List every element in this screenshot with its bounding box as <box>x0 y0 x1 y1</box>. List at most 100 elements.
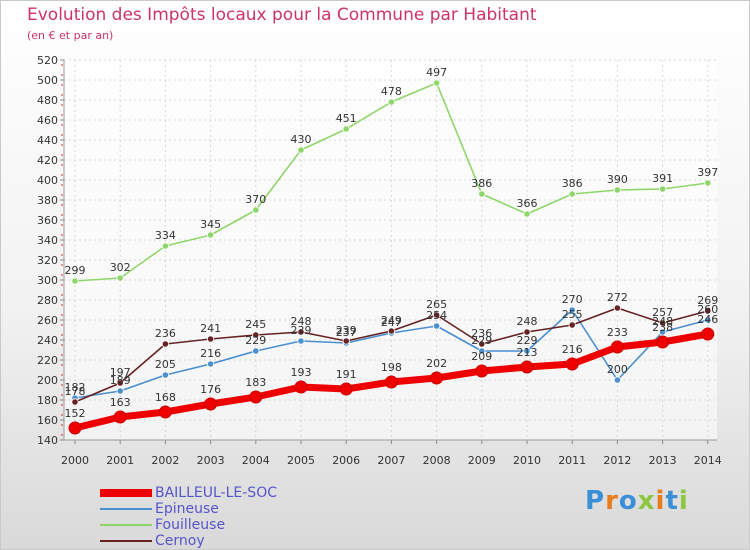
data-point-bailleul-le-soc <box>113 410 127 424</box>
data-point-bailleul-le-soc <box>158 405 172 419</box>
data-label-fouilleuse: 390 <box>607 173 628 186</box>
data-point-bailleul-le-soc <box>249 390 263 404</box>
data-point-epineuse <box>297 337 305 345</box>
proxiti-logo: Proxiti <box>585 486 689 516</box>
y-tick-label: 240 <box>37 334 58 347</box>
x-tick-label: 2012 <box>603 454 631 467</box>
data-label-fouilleuse: 345 <box>200 218 221 231</box>
data-point-epineuse <box>161 371 169 379</box>
data-label-bailleul-le-soc: 209 <box>471 350 492 363</box>
data-point-fouilleuse <box>432 79 441 87</box>
y-tick-label: 460 <box>37 114 58 127</box>
data-label-bailleul-le-soc: 213 <box>517 346 538 359</box>
x-tick-label: 2000 <box>61 454 89 467</box>
logo-letter: P <box>585 486 606 516</box>
data-point-epineuse <box>658 328 667 336</box>
data-point-fouilleuse <box>387 98 395 106</box>
data-point-fouilleuse <box>207 231 215 239</box>
data-label-epineuse: 248 <box>652 315 673 328</box>
data-label-layer: 299 302 334 345 370 430 451 478 497 386 366 386 390 3… <box>65 66 719 420</box>
x-tick-label: 2002 <box>151 454 179 467</box>
data-point-bailleul-le-soc <box>430 371 444 385</box>
data-label-epineuse: 216 <box>200 347 221 360</box>
x-tick-label: 2003 <box>197 454 225 467</box>
grid-layer <box>64 59 717 441</box>
data-label-fouilleuse: 366 <box>517 197 538 210</box>
data-point-bailleul-le-soc <box>520 360 534 374</box>
x-tick-label: 2010 <box>513 454 541 467</box>
data-label-epineuse: 229 <box>245 334 266 347</box>
series-layer <box>68 79 715 435</box>
data-label-cernoy: 249 <box>381 314 402 327</box>
data-label-fouilleuse: 397 <box>697 166 718 179</box>
x-tick-label: 2006 <box>332 454 360 467</box>
legend-swatch-cernoy <box>100 540 152 542</box>
data-point-epineuse <box>704 316 712 324</box>
y-tick-label: 440 <box>37 134 58 147</box>
data-label-bailleul-le-soc: 168 <box>155 391 176 404</box>
data-label-fouilleuse: 478 <box>381 85 402 98</box>
data-label-fouilleuse: 386 <box>471 177 492 190</box>
data-point-epineuse <box>568 306 576 314</box>
data-point-cernoy <box>161 340 169 348</box>
data-point-cernoy <box>116 379 124 387</box>
data-point-epineuse <box>252 347 260 355</box>
x-tick-label: 2008 <box>423 454 451 467</box>
data-label-cernoy: 236 <box>471 327 492 340</box>
y-tick-label: 280 <box>37 294 58 307</box>
data-point-cernoy <box>252 331 260 339</box>
data-label-epineuse: 237 <box>336 326 357 339</box>
data-label-cernoy: 239 <box>336 324 357 337</box>
data-label-epineuse: 229 <box>471 334 492 347</box>
data-point-bailleul-le-soc <box>610 340 624 354</box>
data-point-epineuse <box>116 387 124 395</box>
data-label-epineuse: 260 <box>697 303 718 316</box>
data-label-bailleul-le-soc: 183 <box>245 376 266 389</box>
data-label-epineuse: 200 <box>607 363 628 376</box>
data-point-fouilleuse <box>478 190 486 198</box>
x-tick-label: 2009 <box>468 454 496 467</box>
data-label-bailleul-le-soc: 193 <box>291 366 312 379</box>
logo-letter: r <box>605 486 619 516</box>
data-label-bailleul-le-soc: 152 <box>65 407 86 420</box>
logo-letter: o <box>618 486 638 516</box>
data-label-cernoy: 178 <box>65 385 86 398</box>
data-point-fouilleuse <box>252 206 260 214</box>
data-point-epineuse <box>613 376 622 384</box>
chart-subtitle: (en € et par an) <box>27 29 114 42</box>
data-label-cernoy: 197 <box>110 366 131 379</box>
logo-letter: i <box>678 486 689 516</box>
data-label-bailleul-le-soc: 163 <box>110 396 131 409</box>
axis-layer: 140 160 180 200 220 240 260 280 300 320 340 360 380 4… <box>37 54 722 467</box>
data-point-fouilleuse <box>568 190 576 198</box>
data-label-fouilleuse: 302 <box>110 261 131 274</box>
data-label-cernoy: 236 <box>155 327 176 340</box>
data-label-epineuse: 270 <box>562 293 583 306</box>
data-point-epineuse <box>432 322 441 330</box>
y-tick-label: 140 <box>37 434 58 447</box>
data-point-fouilleuse <box>116 274 124 282</box>
y-tick-label: 160 <box>37 414 58 427</box>
x-tick-label: 2004 <box>242 454 270 467</box>
y-tick-label: 200 <box>37 374 58 387</box>
data-point-cernoy <box>297 328 305 336</box>
data-point-cernoy <box>207 335 215 343</box>
x-tick-label: 2013 <box>649 454 677 467</box>
data-point-bailleul-le-soc <box>701 327 715 341</box>
data-point-fouilleuse <box>71 277 79 285</box>
legend-swatch-fouilleuse <box>100 524 152 526</box>
data-point-bailleul-le-soc <box>656 335 670 349</box>
y-tick-label: 500 <box>37 74 58 87</box>
x-tick-label: 2007 <box>377 454 405 467</box>
data-label-cernoy: 265 <box>426 298 447 311</box>
data-label-fouilleuse: 334 <box>155 229 176 242</box>
data-point-cernoy <box>478 340 486 348</box>
data-point-cernoy <box>71 398 79 406</box>
legend-label-bailleul-le-soc: BAILLEUL-LE-SOC <box>155 485 277 501</box>
y-tick-label: 480 <box>37 94 58 107</box>
x-tick-label: 2014 <box>694 454 722 467</box>
data-label-bailleul-le-soc: 246 <box>697 313 718 326</box>
legend-swatch-epineuse <box>100 508 152 510</box>
data-label-bailleul-le-soc: 216 <box>562 343 583 356</box>
